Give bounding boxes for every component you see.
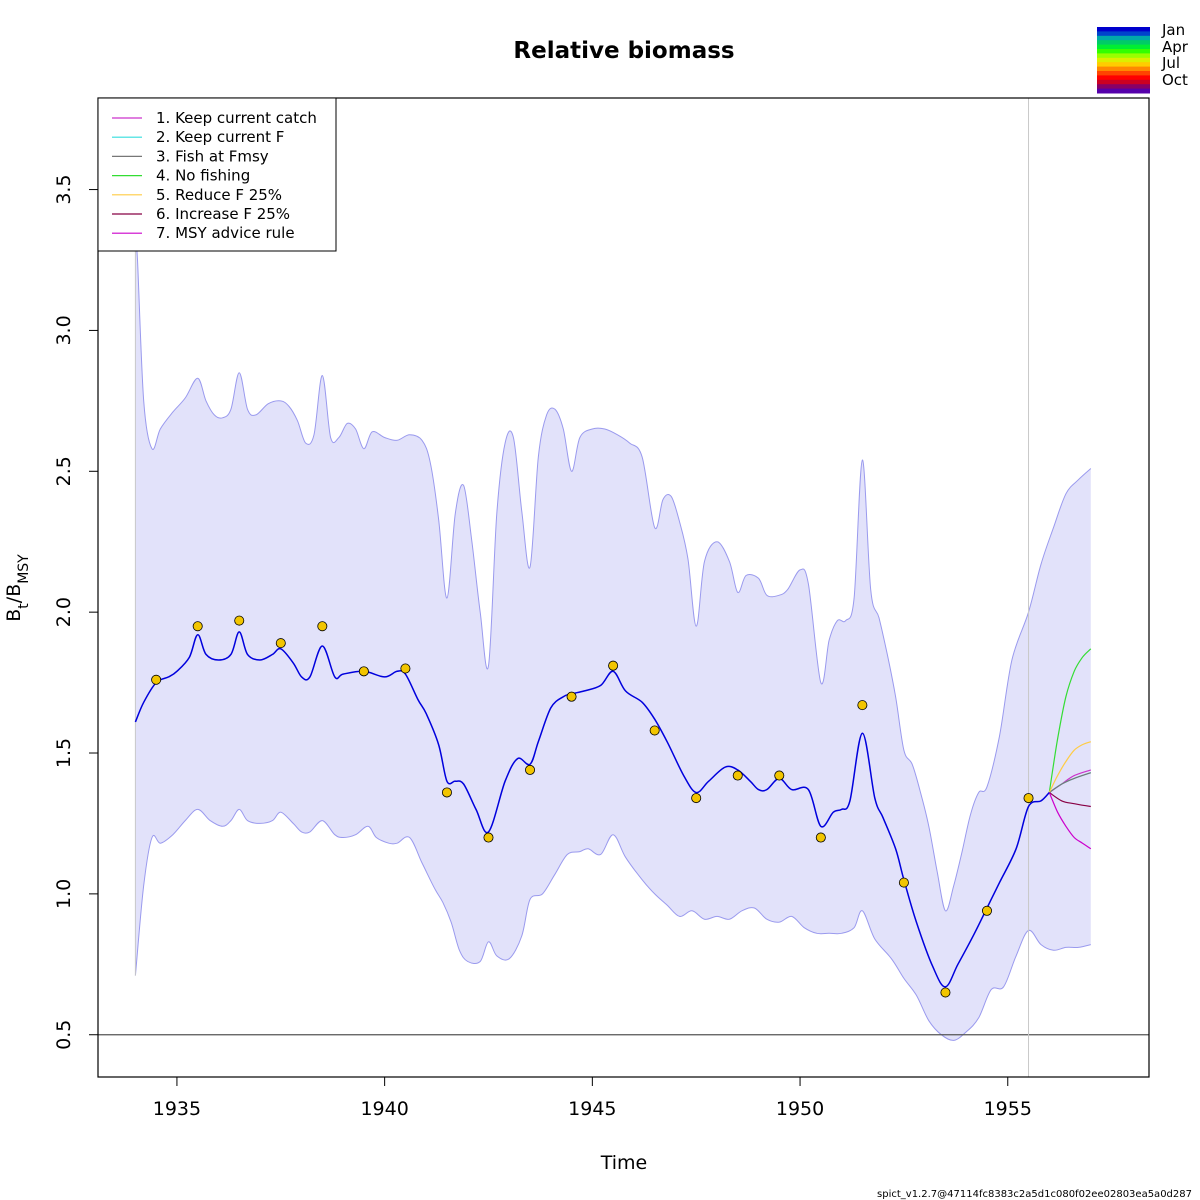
observation-point [898, 877, 909, 888]
y-tick-label: 2.0 [53, 597, 75, 627]
colorbar-segment [1097, 35, 1150, 41]
colorbar-label: Apr [1162, 38, 1189, 56]
y-tick-label: 0.5 [53, 1020, 75, 1050]
y-tick-label: 3.0 [53, 315, 75, 345]
ci-lower-line [134, 808, 1091, 1041]
legend-label: 7. MSY advice rule [156, 224, 295, 242]
observation-point [608, 660, 619, 671]
observation-point [1023, 793, 1034, 804]
x-axis: 1935 1940 1945 1950 1955 [153, 1077, 1032, 1120]
version-text: spict_v1.2.7@47114fc8383c2a5d1c080f02ee0… [877, 1189, 1192, 1200]
observation-point [691, 793, 702, 804]
colorbar-segment [1097, 53, 1150, 59]
observation-point [857, 700, 868, 711]
y-tick-label: 1.0 [53, 879, 75, 909]
legend-label: 1. Keep current catch [156, 109, 317, 127]
observation-point [940, 987, 951, 998]
colorbar-segment [1097, 49, 1150, 54]
observation-point [441, 787, 452, 798]
colorbar-segment [1097, 75, 1150, 81]
observation-point [525, 764, 536, 775]
x-tick-label: 1935 [153, 1098, 201, 1120]
colorbar-segment [1097, 62, 1150, 68]
colorbar-label: Oct [1162, 71, 1188, 89]
colorbar-segment [1097, 84, 1150, 90]
y-label-sub1: t [16, 603, 32, 609]
chart-title: Relative biomass [513, 38, 734, 64]
observation-point [317, 621, 328, 632]
observation-point [151, 674, 162, 685]
x-axis-label: Time [600, 1152, 648, 1174]
y-axis-label: Bt/BMSY [3, 554, 32, 622]
observation-point [275, 638, 286, 649]
scenario-line-5 [1048, 741, 1092, 793]
x-tick-label: 1945 [568, 1098, 616, 1120]
colorbar-segment [1097, 71, 1150, 76]
colorbar-segment [1097, 31, 1150, 37]
observation-point [400, 663, 411, 674]
observation-point [774, 770, 785, 781]
y-label-sub2: MSY [16, 554, 32, 584]
observation-point [649, 725, 660, 736]
x-tick-label: 1940 [360, 1098, 408, 1120]
scenario-line-7 [1048, 792, 1092, 850]
legend-label: 4. No fishing [156, 167, 250, 185]
ci-band [135, 244, 1091, 1041]
y-tick-label: 2.5 [53, 456, 75, 486]
plot-area [98, 98, 1149, 1077]
ci-upper-line [134, 243, 1092, 912]
colorbar-segment [1097, 57, 1150, 63]
y-label-base: B [3, 609, 25, 622]
colorbar-segment [1097, 27, 1150, 32]
observation-point [981, 905, 992, 916]
scenario-line-3 [1048, 772, 1092, 793]
y-axis: 0.5 1.0 1.5 2.0 2.5 3.0 3.5 [53, 174, 98, 1050]
scenario-line-6 [1048, 792, 1091, 808]
observation-point [732, 770, 743, 781]
scenario-line-4 [1048, 648, 1092, 793]
colorbar-segment [1097, 66, 1150, 72]
colorbar-segment [1097, 44, 1150, 50]
observation-point [192, 621, 203, 632]
colorbar-segment [1097, 40, 1150, 46]
scenario-lines [1048, 648, 1092, 850]
y-label-slash: /B [3, 584, 25, 603]
colorbar-segment [1097, 88, 1150, 94]
x-tick-label: 1950 [776, 1098, 824, 1120]
colorbar-label: Jan [1161, 21, 1185, 39]
legend-label: 6. Increase F 25% [156, 205, 290, 223]
observation-point [566, 691, 577, 702]
legend-box [97, 97, 337, 252]
observation-point [815, 832, 826, 843]
observation-point [358, 666, 369, 677]
legend-label: 2. Keep current F [156, 128, 284, 146]
observation-point [234, 615, 245, 626]
plot-frame [97, 97, 1150, 1078]
legend-label: 3. Fish at Fmsy [156, 147, 269, 165]
colorbar-segment [1097, 79, 1150, 85]
y-tick-label: 3.5 [53, 174, 75, 204]
observation-points [151, 615, 1034, 998]
observation-point [483, 832, 494, 843]
x-tick-label: 1955 [984, 1098, 1032, 1120]
y-tick-label: 1.5 [53, 738, 75, 768]
legend-label: 5. Reduce F 25% [156, 186, 282, 204]
colorbar-label: Jul [1161, 54, 1180, 72]
